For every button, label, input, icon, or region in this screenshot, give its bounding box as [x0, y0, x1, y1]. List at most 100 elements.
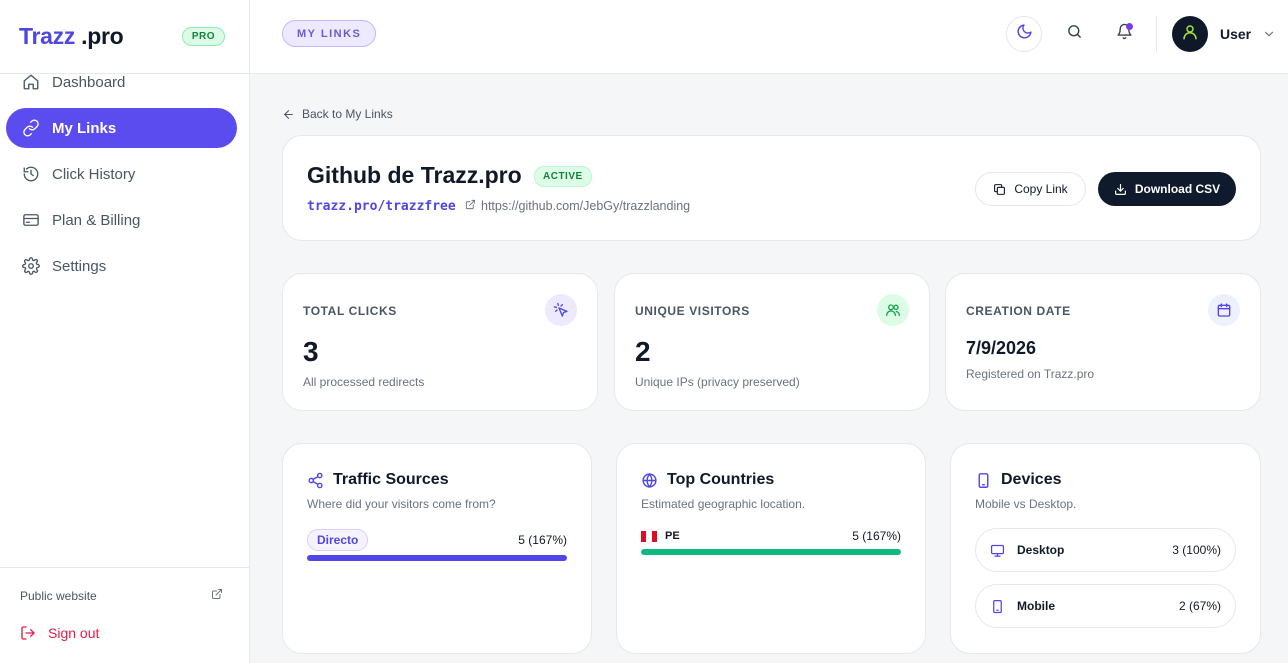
- download-icon: [1114, 183, 1127, 196]
- source-progress-bar: [307, 555, 567, 561]
- total-clicks-card: TOTAL CLICKS 3 All processed redirects: [282, 273, 598, 411]
- sidebar-footer: Public website Sign out: [0, 567, 249, 663]
- monitor-icon: [990, 543, 1005, 558]
- stat-label: TOTAL CLICKS: [303, 304, 397, 318]
- external-link-icon: [211, 588, 223, 603]
- device-value: 2 (67%): [1178, 599, 1221, 613]
- search-icon: [1066, 23, 1083, 45]
- country-progress-bar: [641, 549, 901, 555]
- sign-out-button[interactable]: Sign out: [0, 603, 249, 641]
- stat-caption: Unique IPs (privacy preserved): [635, 375, 800, 389]
- stat-value: 3: [303, 336, 319, 367]
- pro-badge: PRO: [181, 27, 225, 46]
- device-row-desktop: Desktop 3 (100%): [975, 528, 1236, 572]
- sidebar-item-dashboard[interactable]: Dashboard: [6, 62, 237, 102]
- stat-caption: Registered on Trazz.pro: [966, 367, 1095, 381]
- smartphone-icon: [975, 472, 992, 489]
- short-url-link[interactable]: trazz.pro/trazzfree: [307, 199, 456, 214]
- main-content: Back to My Links Github de Trazz.pro ACT…: [250, 74, 1288, 663]
- user-icon: [1181, 23, 1199, 46]
- public-website-link[interactable]: Public website: [0, 568, 249, 603]
- source-value: 5 (167%): [518, 533, 567, 547]
- panel-title: Devices: [975, 471, 1062, 489]
- section-badge: MY LINKS: [282, 20, 377, 47]
- device-value: 3 (100%): [1172, 543, 1221, 557]
- back-link[interactable]: Back to My Links: [282, 107, 393, 121]
- panel-subtitle: Where did your visitors come from?: [307, 497, 496, 511]
- stat-caption: All processed redirects: [303, 375, 425, 389]
- traffic-sources-panel: Traffic Sources Where did your visitors …: [282, 443, 592, 654]
- source-badge: Directo: [307, 529, 369, 551]
- stat-label: UNIQUE VISITORS: [635, 304, 750, 318]
- stat-value: 2: [635, 336, 651, 367]
- moon-icon: [1016, 23, 1033, 45]
- panel-title: Traffic Sources: [307, 471, 449, 489]
- device-label: Desktop: [1017, 543, 1065, 557]
- peru-flag-icon: [641, 530, 657, 542]
- panel-title: Top Countries: [641, 471, 774, 489]
- sidebar-item-label: Click History: [52, 165, 136, 183]
- sidebar: Trazz .pro PRO Dashboard My Links Click …: [0, 0, 250, 663]
- cursor-click-icon: [545, 294, 577, 326]
- sidebar-item-click-history[interactable]: Click History: [6, 154, 237, 194]
- devices-panel: Devices Mobile vs Desktop. Desktop 3 (10…: [950, 443, 1261, 654]
- home-icon: [22, 73, 40, 91]
- sidebar-nav: Dashboard My Links Click History Plan & …: [0, 0, 249, 292]
- link-detail-card: Github de Trazz.pro ACTIVE trazz.pro/tra…: [282, 135, 1261, 241]
- page-title: Github de Trazz.pro: [307, 162, 522, 188]
- status-badge: ACTIVE: [534, 166, 592, 187]
- link-icon: [22, 119, 40, 137]
- panel-subtitle: Mobile vs Desktop.: [975, 497, 1077, 511]
- gear-icon: [22, 257, 40, 275]
- public-website-label: Public website: [20, 588, 97, 603]
- panel-subtitle: Estimated geographic location.: [641, 497, 806, 511]
- unique-visitors-card: UNIQUE VISITORS 2 Unique IPs (privacy pr…: [614, 273, 930, 411]
- sidebar-item-label: My Links: [52, 119, 117, 137]
- stat-value: 7/9/2026: [966, 338, 1037, 358]
- theme-toggle-button[interactable]: [1006, 16, 1042, 52]
- device-row-mobile: Mobile 2 (67%): [975, 584, 1236, 628]
- copy-link-label: Copy Link: [1014, 182, 1068, 196]
- country-row: PE: [641, 530, 680, 542]
- chevron-down-icon[interactable]: [1262, 27, 1276, 46]
- brand-header: Trazz .pro PRO: [0, 0, 249, 74]
- back-link-label: Back to My Links: [302, 107, 393, 121]
- header-divider: [1156, 16, 1157, 52]
- credit-card-icon: [22, 211, 40, 229]
- sidebar-item-my-links[interactable]: My Links: [6, 108, 237, 148]
- sidebar-item-label: Plan & Billing: [52, 211, 141, 229]
- brand-logo[interactable]: Trazz .pro: [19, 23, 124, 49]
- download-csv-label: Download CSV: [1134, 182, 1221, 196]
- logout-icon: [20, 625, 36, 641]
- notifications-button[interactable]: [1106, 16, 1142, 52]
- history-icon: [22, 165, 40, 183]
- external-link-icon: [465, 199, 476, 210]
- sidebar-item-label: Dashboard: [52, 73, 126, 91]
- smartphone-icon: [990, 599, 1005, 614]
- bell-icon: [1116, 23, 1133, 45]
- sidebar-item-plan-billing[interactable]: Plan & Billing: [6, 200, 237, 240]
- globe-icon: [641, 472, 658, 489]
- country-code: PE: [665, 530, 680, 542]
- sidebar-item-label: Settings: [52, 257, 107, 275]
- user-name[interactable]: User: [1220, 26, 1252, 42]
- sign-out-label: Sign out: [48, 625, 100, 641]
- calendar-icon: [1208, 294, 1240, 326]
- arrow-left-icon: [282, 108, 295, 121]
- destination-url-link[interactable]: https://github.com/JebGy/trazzlanding: [481, 199, 691, 213]
- country-value: 5 (167%): [852, 529, 901, 543]
- notification-dot: [1126, 23, 1133, 30]
- copy-link-button[interactable]: Copy Link: [975, 172, 1086, 206]
- stat-label: CREATION DATE: [966, 304, 1071, 318]
- sidebar-item-settings[interactable]: Settings: [6, 246, 237, 286]
- search-button[interactable]: [1056, 16, 1092, 52]
- top-countries-panel: Top Countries Estimated geographic locat…: [616, 443, 926, 654]
- top-header: MY LINKS User: [250, 0, 1288, 74]
- avatar[interactable]: [1172, 16, 1208, 52]
- share-icon: [307, 472, 324, 489]
- creation-date-card: CREATION DATE 7/9/2026 Registered on Tra…: [945, 273, 1261, 411]
- copy-icon: [993, 183, 1006, 196]
- users-icon: [877, 294, 909, 326]
- device-label: Mobile: [1017, 599, 1055, 613]
- download-csv-button[interactable]: Download CSV: [1098, 172, 1236, 206]
